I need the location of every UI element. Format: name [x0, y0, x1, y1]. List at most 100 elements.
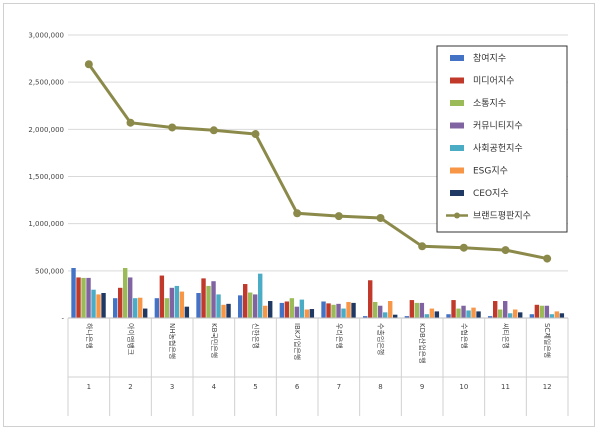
bar — [86, 277, 91, 318]
bar — [331, 304, 336, 318]
bar — [294, 306, 300, 318]
bar — [206, 285, 211, 318]
legend-label: 소통지수 — [473, 98, 506, 109]
x-category-label: KDB산업은행 — [418, 323, 427, 364]
bar — [518, 312, 523, 318]
y-tick-label: 500,000 — [35, 267, 64, 275]
bar — [341, 308, 346, 318]
bar — [544, 305, 550, 318]
x-category-label: 수협은행 — [460, 323, 469, 349]
bar — [238, 295, 243, 318]
y-tick-label: - — [61, 315, 64, 323]
bar — [383, 312, 388, 318]
bar — [221, 304, 226, 318]
bar — [451, 300, 456, 318]
bar — [113, 298, 118, 318]
bar — [404, 316, 410, 318]
bar — [164, 298, 170, 318]
legend-box — [436, 45, 568, 233]
bar — [299, 299, 305, 318]
bar — [363, 316, 368, 318]
bar — [123, 268, 128, 318]
bar — [101, 293, 106, 318]
legend-label: 사회공헌지수 — [473, 143, 523, 154]
bar — [263, 305, 268, 318]
x-rank-label: 10 — [459, 383, 468, 391]
bar — [309, 309, 315, 318]
x-category-label: KB국민은행 — [210, 323, 219, 358]
line-point — [293, 209, 302, 218]
bar — [321, 301, 326, 318]
bar — [549, 314, 555, 318]
bar — [216, 294, 221, 318]
x-category-label: SC제일은행 — [543, 323, 552, 358]
x-rank-label: 4 — [212, 383, 217, 391]
x-category-label: 수출입은행 — [377, 323, 386, 355]
bar — [493, 301, 498, 318]
line-point — [459, 243, 468, 252]
bar — [466, 310, 471, 318]
legend-swatch — [450, 77, 464, 84]
bar — [554, 311, 560, 318]
bar — [143, 308, 148, 318]
bar — [196, 293, 201, 318]
bar — [226, 303, 231, 318]
bar — [138, 297, 143, 318]
bar — [346, 301, 351, 318]
bar — [179, 291, 185, 318]
line-point — [418, 242, 427, 251]
legend-label: ESG지수 — [473, 166, 508, 177]
bar — [503, 301, 508, 318]
x-category-label: IBK기업은행 — [293, 323, 302, 360]
bar — [513, 309, 518, 318]
legend-label: 커뮤니티지수 — [473, 121, 523, 132]
bar — [388, 301, 393, 318]
legend-label: 미디어지수 — [473, 76, 514, 87]
bar — [253, 294, 258, 318]
x-rank-label: 5 — [253, 383, 257, 391]
bar — [351, 302, 356, 318]
bar — [456, 308, 461, 318]
line-point — [334, 212, 343, 221]
bar — [128, 277, 133, 318]
bar — [373, 301, 378, 318]
line-point — [168, 123, 177, 132]
x-category-label: 아이엠뱅크 — [127, 323, 136, 356]
bar — [534, 304, 540, 318]
bar — [284, 301, 290, 318]
bar — [154, 298, 160, 318]
legend-swatch-marker — [454, 212, 460, 219]
bar — [476, 311, 481, 318]
bar — [471, 307, 476, 318]
x-rank-label: 9 — [420, 383, 424, 391]
bar — [268, 301, 273, 318]
bar — [243, 284, 248, 318]
line-point — [376, 214, 385, 223]
x-category-label: 하나은행 — [85, 323, 94, 349]
bar — [279, 302, 285, 318]
x-rank-label: 1 — [87, 383, 91, 391]
bar — [91, 289, 96, 318]
bar — [211, 281, 216, 318]
bar — [248, 292, 253, 318]
x-rank-label: 7 — [337, 383, 341, 391]
bar — [71, 268, 76, 318]
legend-swatch — [450, 145, 464, 151]
y-tick-label: 3,000,000 — [28, 32, 64, 40]
bar — [96, 294, 101, 318]
bar — [81, 277, 86, 318]
y-tick-label: 1,500,000 — [28, 173, 64, 181]
bar — [409, 300, 415, 318]
legend-label: CEO지수 — [473, 188, 509, 199]
x-rank-label: 12 — [543, 383, 552, 391]
x-category-label: NH농협은행 — [168, 323, 177, 359]
bar — [159, 275, 165, 318]
line-point — [84, 60, 93, 69]
legend-label: 참여지수 — [473, 52, 506, 64]
x-rank-label: 2 — [128, 383, 132, 391]
bar — [559, 313, 565, 318]
bar — [414, 302, 420, 318]
y-tick-label: 1,000,000 — [28, 220, 64, 228]
bar — [336, 303, 341, 318]
